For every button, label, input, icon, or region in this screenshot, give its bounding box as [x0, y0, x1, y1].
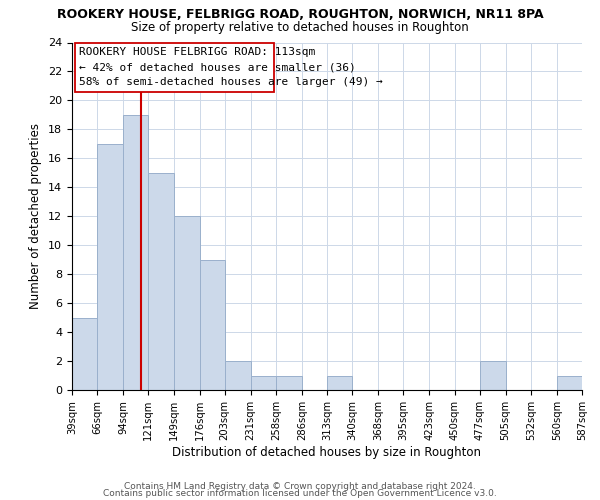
Bar — [224, 361, 251, 390]
Text: ROOKERY HOUSE FELBRIGG ROAD: 113sqm: ROOKERY HOUSE FELBRIGG ROAD: 113sqm — [79, 46, 315, 56]
Bar — [97, 144, 123, 390]
Bar — [276, 376, 302, 390]
Text: Contains public sector information licensed under the Open Government Licence v3: Contains public sector information licen… — [103, 489, 497, 498]
X-axis label: Distribution of detached houses by size in Roughton: Distribution of detached houses by size … — [173, 446, 482, 458]
Bar — [327, 376, 352, 390]
Text: 58% of semi-detached houses are larger (49) →: 58% of semi-detached houses are larger (… — [79, 77, 382, 87]
Bar — [251, 376, 276, 390]
Bar — [72, 318, 97, 390]
Text: Contains HM Land Registry data © Crown copyright and database right 2024.: Contains HM Land Registry data © Crown c… — [124, 482, 476, 491]
Text: ROOKERY HOUSE, FELBRIGG ROAD, ROUGHTON, NORWICH, NR11 8PA: ROOKERY HOUSE, FELBRIGG ROAD, ROUGHTON, … — [56, 8, 544, 20]
Bar — [75, 42, 274, 92]
Bar — [199, 260, 224, 390]
Bar — [123, 115, 148, 390]
Text: ← 42% of detached houses are smaller (36): ← 42% of detached houses are smaller (36… — [79, 62, 355, 72]
Bar — [148, 173, 175, 390]
Y-axis label: Number of detached properties: Number of detached properties — [29, 123, 43, 309]
Text: Size of property relative to detached houses in Roughton: Size of property relative to detached ho… — [131, 21, 469, 34]
Bar — [175, 216, 199, 390]
Bar — [479, 361, 506, 390]
Bar — [557, 376, 582, 390]
